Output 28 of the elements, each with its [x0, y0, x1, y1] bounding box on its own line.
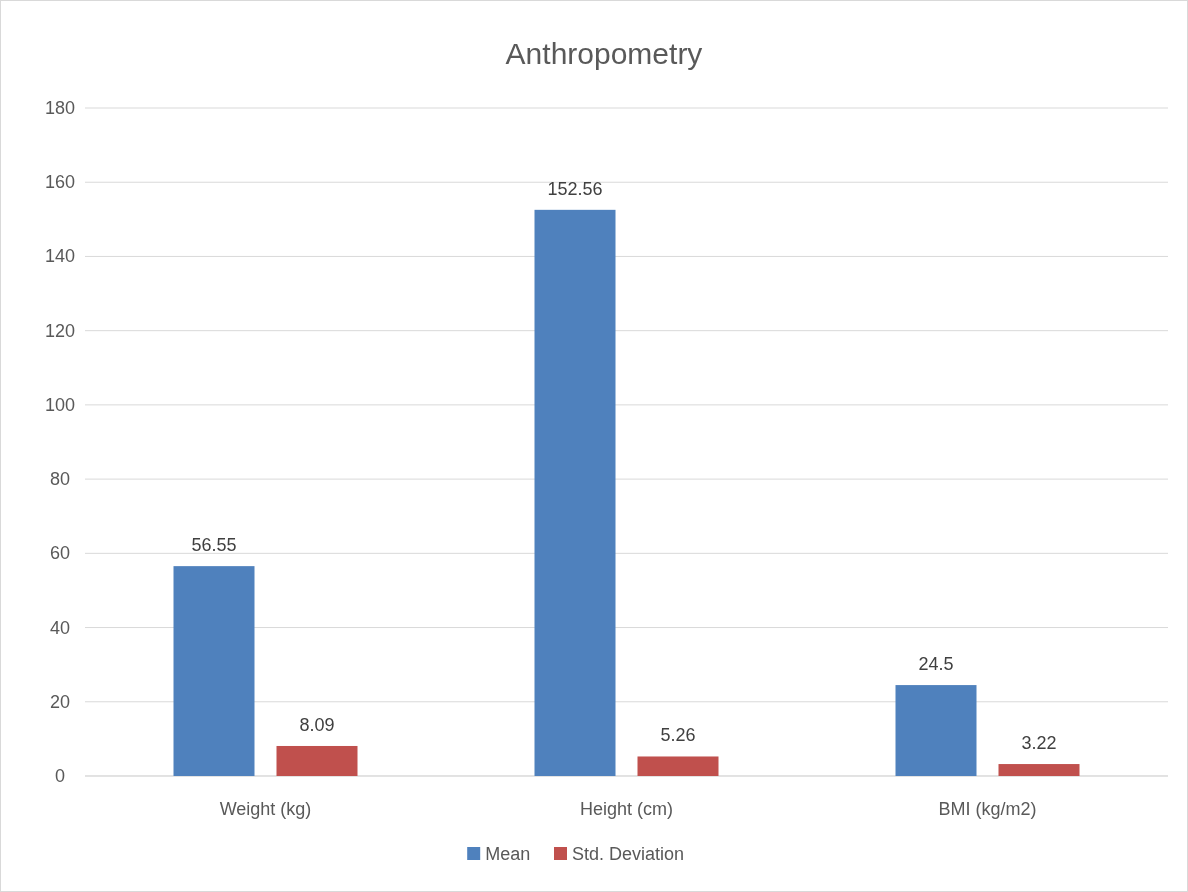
- data-label: 8.09: [299, 714, 335, 735]
- x-tick-label: Weight (kg): [219, 799, 312, 819]
- bar: [534, 209, 616, 776]
- y-tick-label: 180: [44, 98, 76, 118]
- bar: [998, 764, 1080, 776]
- y-tick-label: 60: [49, 543, 71, 564]
- y-tick-label: 160: [44, 172, 76, 193]
- y-tick-label: 80: [49, 469, 71, 490]
- chart-title: Anthropometry: [505, 37, 703, 70]
- x-tick-label: BMI (kg/m2): [938, 799, 1037, 819]
- y-tick-label: 0: [54, 766, 66, 786]
- bar: [276, 745, 358, 776]
- data-label: 5.26: [660, 725, 696, 746]
- y-tick-label: 100: [44, 394, 76, 415]
- x-tick-label: Height (cm): [579, 799, 674, 819]
- data-label: 24.5: [918, 654, 954, 675]
- bar: [173, 566, 255, 776]
- data-label: 152.56: [547, 178, 603, 199]
- bar: [637, 756, 719, 776]
- y-tick-label: 40: [49, 617, 71, 638]
- legend-label: Std. Deviation: [572, 844, 685, 864]
- data-label: 56.55: [191, 535, 237, 556]
- legend-label: Mean: [485, 844, 531, 864]
- y-tick-label: 140: [44, 246, 76, 267]
- y-tick-label: 120: [44, 320, 76, 341]
- y-tick-label: 20: [49, 691, 71, 712]
- data-label: 3.22: [1021, 733, 1057, 754]
- bar: [895, 685, 977, 776]
